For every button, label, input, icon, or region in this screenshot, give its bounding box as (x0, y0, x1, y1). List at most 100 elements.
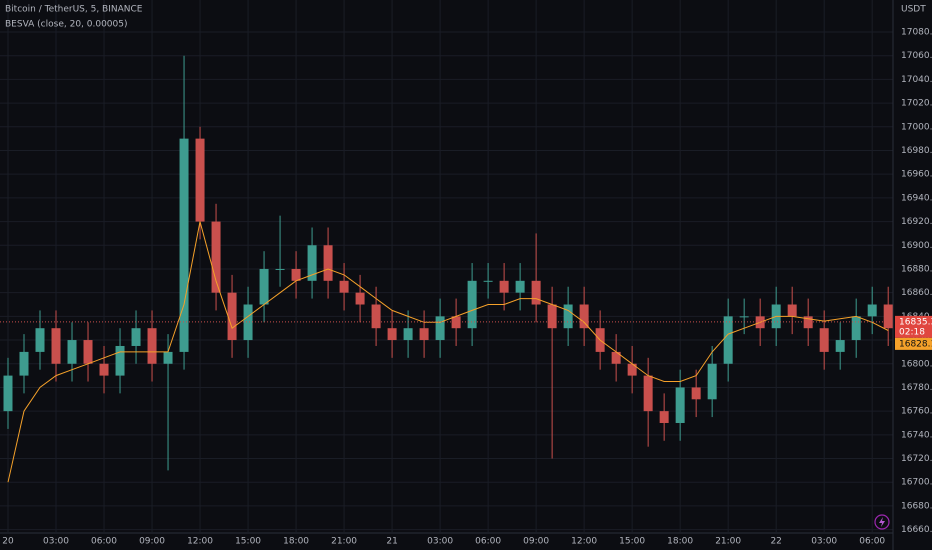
candle-body (483, 280, 493, 282)
y-tick-label: 16700.00 (901, 478, 932, 488)
candle-body (531, 280, 541, 305)
y-axis-label: USDT (901, 5, 926, 15)
candle-body (515, 280, 525, 293)
candle-body (3, 375, 13, 412)
y-tick-label: 16980.00 (901, 146, 932, 156)
y-tick-label: 16780.00 (901, 383, 932, 393)
candle-body (275, 268, 285, 270)
candle-body (643, 375, 653, 412)
candle-body (723, 316, 733, 364)
candle-body (307, 245, 317, 281)
y-tick-label: 17020.00 (901, 99, 932, 109)
y-tick-label: 16800.00 (901, 359, 932, 369)
y-tick-label: 16760.00 (901, 407, 932, 417)
candle-body (467, 280, 477, 329)
candle-body (835, 340, 845, 352)
y-tick-label: 16860.00 (901, 288, 932, 298)
y-tick-label: 17060.00 (901, 51, 932, 61)
indicator-value-label: 16828.10 (899, 339, 932, 349)
candle-body (883, 304, 893, 329)
indicator-title: BESVA (close, 20, 0.00005) (5, 20, 128, 30)
x-tick-label: 06:00 (859, 537, 885, 547)
candle-body (195, 138, 205, 222)
x-tick-label: 15:00 (235, 537, 261, 547)
candle-body (787, 304, 797, 317)
candle-body (259, 268, 269, 305)
candle-body (147, 328, 157, 364)
x-tick-label: 12:00 (187, 537, 213, 547)
candle-body (163, 351, 173, 364)
candle-body (83, 340, 93, 364)
y-tick-label: 16900.00 (901, 241, 932, 251)
y-tick-label: 17040.00 (901, 75, 932, 85)
y-tick-label: 16880.00 (901, 264, 932, 274)
alert-icon-bolt (879, 517, 885, 527)
candle-body (819, 328, 829, 352)
y-tick-label: 16940.00 (901, 193, 932, 203)
countdown-label: 02:18 (899, 327, 925, 337)
candle-body (387, 328, 397, 341)
candle-body (51, 328, 61, 364)
candle-body (579, 304, 589, 329)
candle-body (131, 328, 141, 346)
y-tick-label: 16920.00 (901, 217, 932, 227)
candle-body (691, 387, 701, 400)
y-tick-label: 16680.00 (901, 501, 932, 511)
y-tick-label: 16740.00 (901, 430, 932, 440)
candle-body (419, 328, 429, 341)
candle-body (323, 245, 333, 281)
candle-body (547, 304, 557, 329)
x-tick-label: 09:00 (139, 537, 165, 547)
y-tick-label: 16960.00 (901, 170, 932, 180)
candle-body (115, 345, 125, 376)
candle-body (627, 363, 637, 376)
candle-body (675, 387, 685, 423)
candle-body (211, 221, 221, 293)
x-tick-label: 12:00 (571, 537, 597, 547)
x-tick-label: 09:00 (523, 537, 549, 547)
last-price-badge (895, 315, 932, 338)
indicator-badge (895, 337, 932, 350)
candle-body (499, 280, 509, 293)
x-tick-label: 20 (2, 537, 14, 547)
candle-body (339, 280, 349, 293)
x-tick-label: 21 (386, 537, 397, 547)
candle-body (659, 411, 669, 423)
x-tick-label: 03:00 (811, 537, 837, 547)
candle-body (707, 363, 717, 400)
candle-body (179, 138, 189, 352)
x-tick-label: 21:00 (715, 537, 741, 547)
x-tick-label: 18:00 (667, 537, 693, 547)
x-tick-label: 21:00 (331, 537, 357, 547)
candle-body (243, 304, 253, 341)
candle-body (227, 292, 237, 341)
candle-body (35, 328, 45, 352)
candle-body (867, 304, 877, 317)
x-tick-label: 22 (770, 537, 781, 547)
candle-body (739, 316, 749, 318)
candle-body (291, 268, 301, 281)
candle-body (563, 304, 573, 329)
candle-body (99, 363, 109, 376)
candle-body (435, 316, 445, 341)
x-tick-label: 03:00 (427, 537, 453, 547)
y-tick-label: 17080.00 (901, 27, 932, 37)
candle-body (371, 304, 381, 329)
y-tick-label: 16720.00 (901, 454, 932, 464)
x-tick-label: 06:00 (475, 537, 501, 547)
candle-body (67, 340, 77, 364)
symbol-title: Bitcoin / TetherUS, 5, BINANCE (5, 5, 143, 15)
indicator-line (7, 221, 889, 483)
x-tick-label: 06:00 (91, 537, 117, 547)
x-tick-label: 15:00 (619, 537, 645, 547)
y-tick-label: 16660.00 (901, 525, 932, 535)
candle-body (803, 316, 813, 329)
candle-body (355, 292, 365, 305)
x-tick-label: 03:00 (43, 537, 69, 547)
x-tick-label: 18:00 (283, 537, 309, 547)
candle-body (611, 351, 621, 364)
alert-icon[interactable] (874, 514, 890, 530)
candle-body (403, 328, 413, 341)
